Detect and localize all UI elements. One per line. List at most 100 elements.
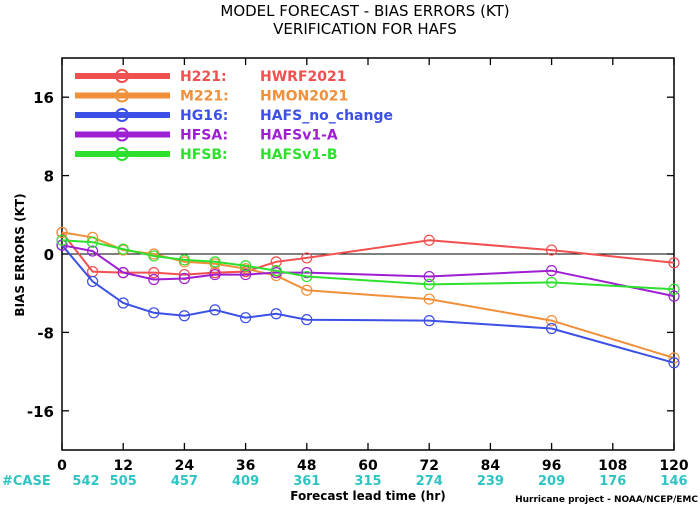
legend-marker: [115, 147, 129, 161]
data-point: [56, 234, 68, 246]
data-point: [423, 270, 435, 283]
x-axis-label: Forecast lead time (hr): [290, 489, 446, 503]
legend-name: HAFSv1-A: [260, 128, 338, 144]
legend-code: HG16:: [180, 108, 228, 124]
case-count: 542: [72, 474, 99, 489]
data-point: [86, 236, 99, 248]
data-point: [668, 352, 680, 364]
series-hafsv1-a: [56, 239, 680, 302]
y-tick-label: 8: [44, 168, 54, 186]
legend-name: HAFSv1-B: [260, 147, 338, 163]
data-point: [545, 315, 558, 327]
y-tick-label: 0: [44, 246, 54, 264]
x-tick-label: 72: [419, 458, 438, 474]
data-point: [668, 283, 680, 295]
legend-code: HFSA:: [180, 128, 228, 144]
data-point: [148, 250, 160, 262]
data-point: [86, 275, 99, 288]
legend-name: HAFS_no_change: [260, 108, 393, 124]
series-hmon2021: [56, 226, 680, 364]
legend-entry-hafsv1-b: HFSB: HAFSv1-B: [75, 147, 338, 163]
y-tick-label: -16: [27, 403, 54, 421]
data-point: [178, 254, 190, 266]
data-point: [117, 267, 129, 279]
legend-name: HWRF2021: [260, 69, 346, 85]
case-count: 274: [416, 474, 443, 489]
data-point: [301, 284, 313, 296]
data-point: [301, 252, 313, 264]
legend-marker: [115, 108, 129, 122]
y-tick-label: -8: [37, 324, 54, 342]
data-point: [209, 304, 221, 316]
case-count: 176: [599, 474, 626, 489]
data-point: [423, 293, 435, 305]
series-line: [61, 244, 675, 298]
legend-code: M221:: [180, 89, 229, 105]
x-tick-label: 84: [481, 458, 501, 474]
x-tick-label: 24: [175, 458, 195, 474]
case-count: 409: [232, 474, 259, 489]
data-point: [148, 307, 160, 319]
data-point: [423, 278, 435, 290]
x-tick-label: 12: [113, 458, 132, 474]
data-point: [668, 290, 680, 302]
legend-marker: [115, 69, 129, 83]
x-tick-label: 60: [358, 458, 378, 474]
legend-code: H221:: [180, 69, 227, 85]
data-point: [209, 256, 221, 268]
case-count: 457: [171, 474, 198, 489]
legend-marker: [115, 88, 129, 103]
data-point: [240, 312, 252, 324]
data-point: [56, 226, 68, 239]
y-axis-label: BIAS ERRORS (KT): [13, 193, 27, 316]
x-tick-label: 0: [57, 458, 67, 474]
x-tick-label: 120: [659, 458, 688, 474]
data-point: [270, 265, 282, 277]
legend-name: HMON2021: [260, 89, 348, 105]
data-point: [117, 243, 129, 255]
data-point: [668, 257, 680, 269]
legend: H221: HWRF2021 M221: HMON2021 HG16: HAFS_no_c…: [75, 69, 393, 163]
series-line: [61, 244, 675, 364]
credit-text: Hurricane project - NOAA/NCEP/EMC: [515, 495, 698, 505]
case-count: 209: [538, 474, 565, 489]
data-point: [240, 260, 252, 272]
data-point: [209, 268, 221, 281]
case-count: 361: [293, 474, 320, 489]
x-tick-label: 96: [542, 458, 561, 474]
x-tick-label: 108: [598, 458, 627, 474]
y-tick-label: 16: [33, 89, 54, 107]
legend-entry-hafsv1-a: HFSA: HAFSv1-A: [75, 127, 338, 144]
legend-code: HFSB:: [180, 147, 228, 163]
data-point: [423, 315, 435, 327]
chart-title: MODEL FORECAST - BIAS ERRORS (KT): [220, 2, 509, 20]
data-point: [301, 314, 313, 326]
cases-label: #CASE: [2, 474, 51, 489]
data-point: [423, 234, 435, 246]
case-count: 239: [477, 474, 504, 489]
data-point: [545, 265, 558, 277]
data-point: [240, 268, 252, 281]
data-point: [148, 273, 160, 286]
chart-subtitle: VERIFICATION FOR HAFS: [273, 20, 457, 38]
legend-entry-hwrf2021: H221: HWRF2021: [75, 69, 346, 85]
data-point: [117, 297, 129, 309]
data-point: [545, 322, 558, 335]
case-count: 146: [660, 474, 687, 489]
data-point: [178, 310, 190, 322]
data-point: [178, 272, 190, 285]
data-point: [545, 276, 558, 289]
series-hafs-no-change: [56, 239, 680, 369]
data-point: [668, 357, 680, 369]
data-point: [270, 308, 282, 320]
data-point: [148, 267, 160, 279]
data-point: [545, 244, 558, 256]
legend-marker: [115, 127, 129, 142]
series-hafsv1-b: [56, 234, 680, 295]
data-point: [270, 256, 282, 268]
case-count: 315: [354, 474, 381, 489]
x-tick-label: 36: [236, 458, 255, 474]
case-count: 505: [110, 474, 137, 489]
